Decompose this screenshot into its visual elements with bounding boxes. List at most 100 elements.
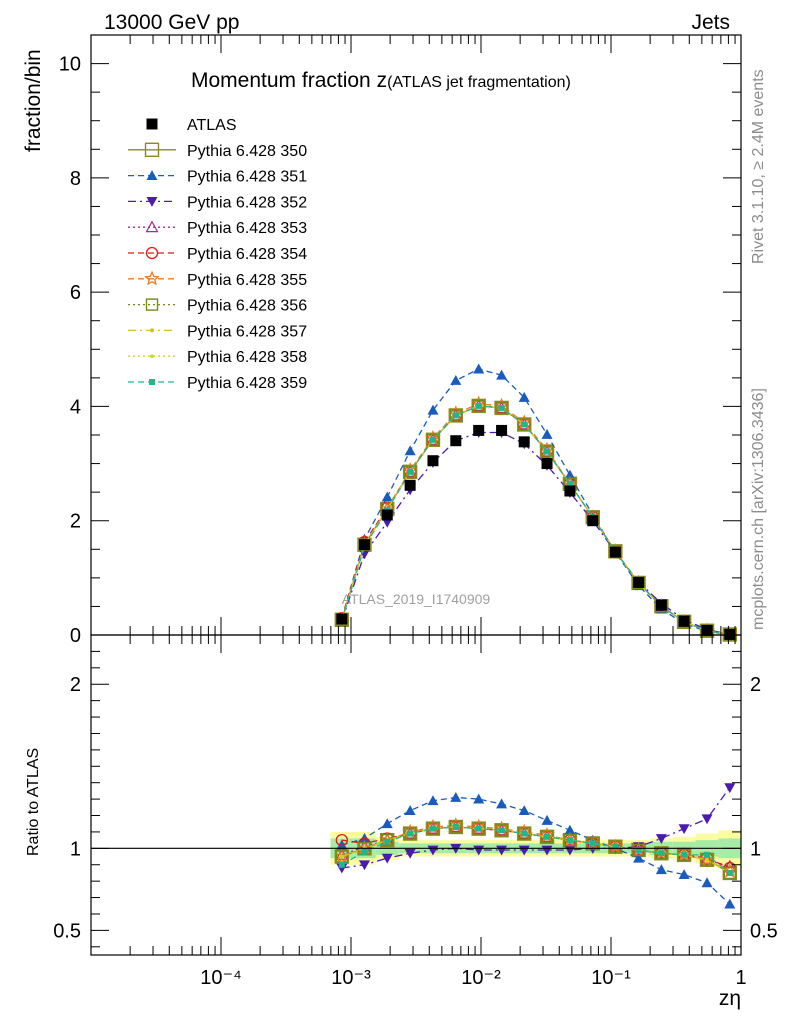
atlas-point-11 bbox=[587, 515, 599, 527]
series-1-point-5 bbox=[450, 374, 462, 385]
series-1-ratio-point-16 bbox=[701, 877, 713, 888]
series-9-point-10 bbox=[566, 480, 573, 487]
series-line-top-9 bbox=[341, 405, 730, 636]
legend: ATLAS Pythia 6.428 350 Pythia 6.428 351 Pyt… bbox=[128, 117, 307, 392]
series-6-point-9 bbox=[540, 445, 554, 458]
series-1-ratio-point-2 bbox=[381, 818, 393, 829]
ratio-panel-frame bbox=[90, 634, 742, 956]
legend-label-0: Pythia 6.428 350 bbox=[187, 143, 307, 160]
series-9-ratio-point-12 bbox=[612, 843, 619, 850]
chart-title-main: Momentum fraction z bbox=[191, 69, 387, 92]
legend-marker-atlas bbox=[146, 118, 158, 130]
series-9-ratio-point-2 bbox=[384, 838, 391, 845]
x-tick-label: 1 bbox=[735, 967, 746, 989]
series-1-ratio-point-17 bbox=[724, 898, 736, 909]
series-1-ratio-point-10 bbox=[564, 824, 576, 835]
series-9-point-6 bbox=[475, 402, 482, 409]
legend-marker-3 bbox=[145, 220, 159, 233]
y-tick-label-top: 0 bbox=[70, 625, 81, 647]
series-9-ratio-point-17 bbox=[726, 869, 733, 876]
x-tick-label: 10⁻⁴ bbox=[200, 967, 241, 989]
series-9-ratio-point-5 bbox=[452, 824, 459, 830]
series-1-point-2 bbox=[381, 491, 393, 502]
atlas-point-3 bbox=[404, 479, 416, 491]
legend-label-atlas: ATLAS bbox=[187, 117, 237, 134]
series-1-point-6 bbox=[473, 363, 485, 374]
series-6-point-3 bbox=[403, 465, 417, 479]
series-9-ratio-point-8 bbox=[521, 830, 528, 837]
series-9-ratio-point-11 bbox=[589, 840, 596, 847]
series-2-ratio-point-14 bbox=[655, 834, 667, 844]
series-2-ratio-point-1 bbox=[358, 860, 370, 871]
series-1-point-10 bbox=[564, 469, 576, 480]
series-9-point-4 bbox=[429, 436, 436, 443]
series-line-top-5 bbox=[341, 403, 730, 636]
atlas-point-0 bbox=[336, 613, 348, 625]
series-1-ratio-point-6 bbox=[473, 793, 485, 804]
atlas-point-1 bbox=[358, 539, 370, 551]
series-9-ratio-point-16 bbox=[704, 851, 711, 858]
x-tick-label: 10⁻² bbox=[461, 967, 501, 989]
series-9-ratio-point-0 bbox=[338, 861, 345, 868]
legend-marker-2 bbox=[146, 197, 158, 207]
series-1-ratio-point-4 bbox=[427, 795, 439, 806]
legend-marker-5 bbox=[144, 270, 160, 286]
series-9-ratio-point-4 bbox=[429, 825, 436, 832]
series-1-ratio-point-3 bbox=[404, 805, 416, 815]
series-1-point-7 bbox=[496, 369, 508, 380]
y-tick-label-top: 2 bbox=[70, 511, 81, 533]
series-9-point-5 bbox=[452, 412, 459, 419]
atlas-point-7 bbox=[496, 424, 508, 436]
series-1-ratio-point-7 bbox=[496, 798, 508, 809]
legend-label-4: Pythia 6.428 354 bbox=[187, 246, 307, 263]
atlas-point-15 bbox=[678, 615, 690, 627]
legend-label-9: Pythia 6.428 359 bbox=[187, 375, 307, 392]
series-6-ratio-point-8 bbox=[518, 827, 531, 840]
series-9-point-7 bbox=[498, 404, 505, 411]
atlas-point-16 bbox=[701, 624, 713, 636]
atlas-point-14 bbox=[655, 599, 667, 611]
atlas-point-8 bbox=[518, 436, 530, 448]
x-tick-label: 10⁻¹ bbox=[591, 967, 631, 989]
series-9-point-9 bbox=[544, 448, 551, 455]
series-9-point-8 bbox=[521, 421, 528, 428]
series-1-point-4 bbox=[427, 404, 439, 415]
series-1-ratio-point-15 bbox=[678, 869, 690, 879]
series-2-ratio-point-17 bbox=[724, 783, 736, 794]
chart-title-sub: (ATLAS jet fragmentation) bbox=[387, 74, 571, 91]
series-6-ratio-point-2 bbox=[381, 833, 394, 847]
atlas-point-5 bbox=[450, 435, 462, 447]
series-9-ratio-point-3 bbox=[407, 830, 414, 837]
y-tick-label-bottom: 0.5 bbox=[53, 920, 81, 942]
series-1-ratio-point-13 bbox=[633, 852, 645, 863]
series-1-point-9 bbox=[541, 428, 553, 439]
series-6-point-6 bbox=[472, 399, 485, 413]
y-tick-label-bottom: 2 bbox=[70, 674, 81, 696]
series-1-ratio-point-8 bbox=[518, 805, 530, 815]
series-2-ratio-point-16 bbox=[701, 814, 713, 825]
series-1-ratio-point-5 bbox=[450, 791, 462, 802]
series-2-ratio-point-15 bbox=[678, 824, 690, 835]
series-6-ratio-point-9 bbox=[540, 830, 554, 844]
atlas-point-10 bbox=[564, 485, 576, 497]
y-tick-label-bottom-right: 0.5 bbox=[750, 920, 778, 942]
legend-marker-1 bbox=[146, 170, 158, 180]
y-tick-label-top: 10 bbox=[59, 54, 81, 76]
series-9-ratio-point-15 bbox=[681, 851, 688, 858]
jets-label: Jets bbox=[691, 11, 730, 34]
y-tick-label-top: 8 bbox=[70, 168, 81, 190]
series-9-ratio-point-1 bbox=[361, 848, 368, 855]
y-tick-label-bottom-right: 1 bbox=[750, 838, 761, 860]
series-9-ratio-point-9 bbox=[544, 833, 551, 840]
series-1-ratio-point-0 bbox=[336, 839, 348, 850]
series-6-point-8 bbox=[518, 418, 531, 431]
series-6-ratio-point-10 bbox=[563, 833, 577, 847]
rivet-label: Rivet 3.1.10, ≥ 2.4M events bbox=[750, 69, 767, 264]
legend-label-6: Pythia 6.428 356 bbox=[187, 298, 307, 315]
atlas-point-9 bbox=[541, 458, 553, 470]
series-6-point-5 bbox=[449, 409, 463, 422]
atlas-point-6 bbox=[473, 424, 485, 436]
ratio-panel-curves bbox=[91, 783, 741, 909]
